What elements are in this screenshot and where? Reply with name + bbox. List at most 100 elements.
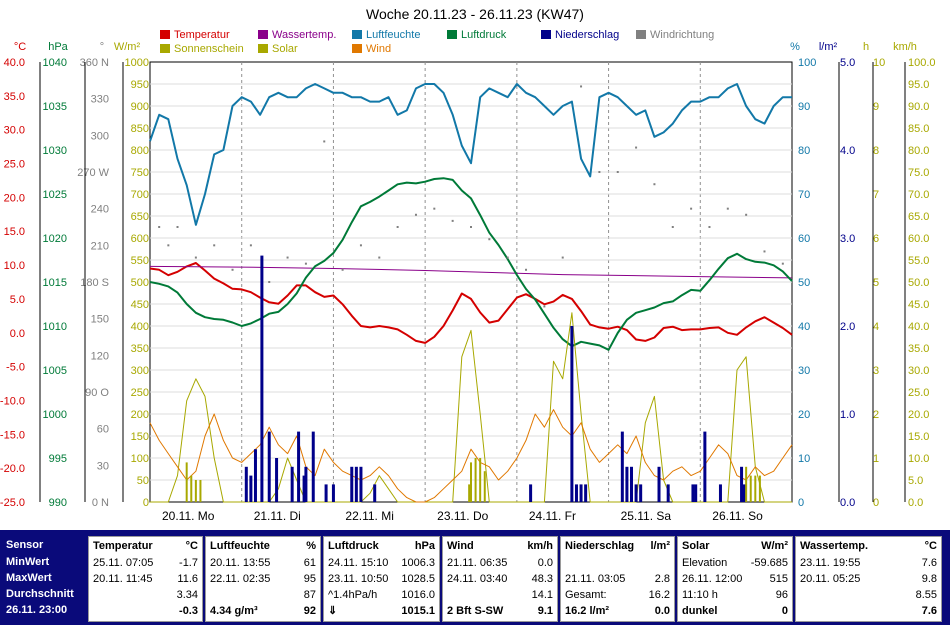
table-column: Luftfeuchte% 20.11. 13:55 61 22.11. 02:35 95… (205, 536, 321, 622)
axis-tick-label: 700 (131, 189, 149, 201)
sunshine-bar (185, 462, 188, 502)
table-row: ^1.4hPa/h 1016.0 (328, 588, 435, 602)
rain-bar (718, 484, 722, 502)
axis-tick-label: 900 (131, 101, 149, 113)
axis-tick-label: 120 (91, 350, 109, 362)
rain-bar (253, 449, 257, 502)
axis-tick-label: 25.0 (908, 387, 929, 399)
axis-tick-label: 300 (131, 365, 149, 377)
axis-tick-label: 55.0 (908, 255, 929, 267)
legend-label: Niederschlag (555, 29, 619, 41)
x-tick-label: 22.11. Mi (345, 509, 393, 523)
axis-tick-label: 8 (873, 145, 879, 157)
table-row: Gesamt: 16.2 (565, 588, 670, 602)
table-header-row: Sensor (6, 538, 82, 552)
axis-unit: ° (100, 41, 104, 53)
axis-tick-label: 100 (798, 57, 816, 69)
axis-tick-label: 30 (97, 460, 109, 472)
axis-tick-label: 20.0 (4, 192, 25, 204)
rain-bar (297, 431, 301, 502)
table-row: dunkel 0 (682, 604, 788, 618)
axis-tick-label: 650 (131, 211, 149, 223)
table-row-label: 21.11. 06:35 (447, 557, 508, 569)
axis-unit: hPa (48, 41, 68, 53)
axis-unit: h (863, 41, 869, 53)
table-row-label: Elevation (682, 557, 728, 569)
axis-tick-label: 950 (131, 79, 149, 91)
table-row-value: 61 (303, 557, 316, 569)
legend-swatch (258, 44, 268, 53)
legend-label: Luftdruck (461, 29, 507, 41)
axis-tick-label: 600 (131, 233, 149, 245)
winddir-point (323, 140, 326, 143)
axis-tick-label: 35.0 (908, 343, 929, 355)
weather-chart-svg: Woche 20.11.23 - 26.11.23 (KW47) Tempera… (0, 6, 936, 523)
table-row-value: 515 (769, 573, 788, 585)
table-row (565, 556, 670, 570)
axis-tick-label: 0.0 (840, 497, 855, 509)
legend-swatch (258, 30, 268, 39)
table-row: 20.11. 11:45 11.6 (93, 572, 198, 586)
table-row: Elevation -59.685 (682, 556, 788, 570)
axis-tick-label: 1015 (43, 277, 67, 289)
axis-tick-label: 85.0 (908, 123, 929, 135)
axis-tick-label: 350 (131, 343, 149, 355)
table-header: Niederschlag (565, 540, 635, 552)
axis-tick-label: 9 (873, 101, 879, 113)
table-row-value: 1028.5 (401, 573, 435, 585)
winddir-point (708, 226, 711, 228)
winddir-point (745, 213, 748, 216)
axis-tick-label: 45.0 (908, 299, 929, 311)
axis-tick-label: 90 O (85, 387, 109, 399)
axis-tick-label: 5.0 (908, 475, 923, 487)
rain-bar (260, 255, 264, 502)
axis-tick-label: 6 (873, 233, 879, 245)
table-row: ⇓ 1015.1 (328, 604, 435, 618)
wind-line (149, 409, 793, 503)
table-row-label: 16.2 l/m² (565, 605, 610, 617)
axis-tick-label: 995 (49, 453, 67, 465)
rain-bar (579, 484, 583, 502)
axis-tick-label: -5.0 (6, 362, 25, 374)
axis-tick-label: -10.0 (0, 395, 25, 407)
rain-bar (666, 484, 670, 502)
table-row-label: ^1.4hPa/h (328, 589, 378, 601)
table-row-value: 14.1 (531, 589, 553, 601)
table-row-label: 21.11. 03:05 (565, 573, 626, 585)
winddir-point (396, 226, 399, 228)
table-row-value: 1015.1 (401, 605, 435, 617)
rain-bar (304, 466, 308, 502)
axis-tick-label: 0 N (92, 497, 109, 509)
winddir-point (488, 238, 491, 241)
axis-tick-label: 95.0 (908, 79, 929, 91)
table-row-value: 0 (781, 605, 788, 617)
axis-tick-label: -20.0 (0, 463, 25, 475)
table-header: Wassertemp. (800, 540, 869, 552)
axis-tick-label: 3 (873, 365, 879, 377)
table-header: Temperatur (93, 540, 153, 552)
table-row: 26.11. 12:00 515 (682, 572, 788, 586)
rain-bar (703, 431, 707, 502)
axis-tick-label: 15.0 (4, 226, 25, 238)
table-row: 23.11. 19:55 7.6 (800, 556, 937, 570)
table-row: 7.6 (800, 604, 937, 618)
axis-tick-label: 240 (91, 204, 109, 216)
table-row-label: 26.11. 12:00 (682, 573, 743, 585)
table-row: MinWert (6, 555, 82, 569)
table-row-value: -0.3 (179, 605, 198, 617)
axis-tick-label: 1040 (43, 57, 67, 69)
table-unit: l/m² (650, 540, 670, 552)
table-row-label: 23.11. 19:55 (800, 557, 861, 569)
table-row-value: 1006.3 (401, 557, 435, 569)
axis-tick-label: 250 (131, 387, 149, 399)
table-row-label: 20.11. 13:55 (210, 557, 271, 569)
table-header-row: Luftdruck hPa (328, 539, 435, 553)
table-row-value: 11.6 (177, 573, 198, 585)
axis-tick-label: 60 (97, 424, 109, 436)
humidity-line (149, 83, 792, 226)
table-row: 23.11. 10:50 1028.5 (328, 572, 435, 586)
axis-tick-label: 850 (131, 123, 149, 135)
table-row: MaxWert (6, 571, 82, 585)
axis-tick-label: 30.0 (4, 125, 25, 137)
axis-tick-label: 400 (131, 321, 149, 333)
